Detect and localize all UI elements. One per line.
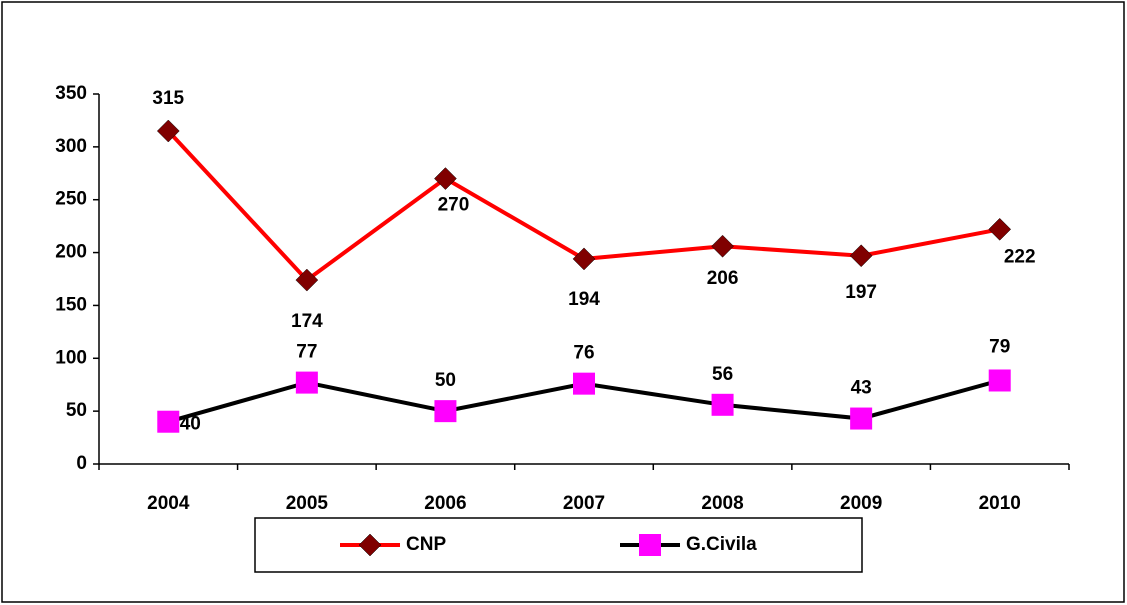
x-tick-label: 2006 xyxy=(424,493,466,514)
data-point xyxy=(434,400,457,423)
x-tick-label: 2010 xyxy=(979,493,1021,514)
data-label: 315 xyxy=(152,88,184,109)
data-point xyxy=(295,371,318,394)
legend-label: CNP xyxy=(406,534,446,555)
y-tick-label: 300 xyxy=(55,136,87,157)
x-tick-label: 2005 xyxy=(286,493,329,514)
legend-label: G.Civila xyxy=(686,534,757,555)
data-label: 174 xyxy=(291,311,323,332)
data-label: 43 xyxy=(851,378,872,399)
x-tick-label: 2004 xyxy=(147,493,190,514)
data-label: 79 xyxy=(989,337,1010,358)
legend-marker xyxy=(639,534,661,556)
y-tick-label: 200 xyxy=(55,242,87,263)
data-label: 77 xyxy=(296,342,317,363)
x-tick-label: 2007 xyxy=(563,493,605,514)
y-tick-label: 150 xyxy=(55,294,87,315)
data-label: 40 xyxy=(180,414,201,435)
data-point xyxy=(850,407,873,430)
data-point xyxy=(434,167,457,190)
y-tick-label: 50 xyxy=(66,400,87,421)
data-point xyxy=(573,372,595,395)
data-point xyxy=(988,217,1012,241)
data-label: 270 xyxy=(438,195,470,216)
y-tick-label: 0 xyxy=(76,453,87,474)
data-point xyxy=(711,234,734,258)
legend-marker xyxy=(358,533,382,557)
data-label: 50 xyxy=(435,370,456,391)
data-label: 206 xyxy=(707,268,739,289)
data-point xyxy=(157,410,180,433)
y-tick-label: 350 xyxy=(55,83,87,104)
data-label: 56 xyxy=(712,364,733,385)
data-label: 197 xyxy=(845,282,877,303)
x-tick-label: 2008 xyxy=(701,493,743,514)
data-label: 194 xyxy=(568,289,600,310)
data-point xyxy=(849,244,873,268)
y-tick-label: 100 xyxy=(55,347,87,368)
data-point xyxy=(988,369,1011,392)
data-label: 76 xyxy=(573,343,594,364)
data-point xyxy=(711,393,734,416)
data-label: 222 xyxy=(1004,246,1036,267)
y-tick-label: 250 xyxy=(55,189,87,210)
data-point xyxy=(156,119,180,143)
data-point xyxy=(572,247,596,271)
x-tick-label: 2009 xyxy=(840,493,882,514)
data-point xyxy=(295,268,319,292)
